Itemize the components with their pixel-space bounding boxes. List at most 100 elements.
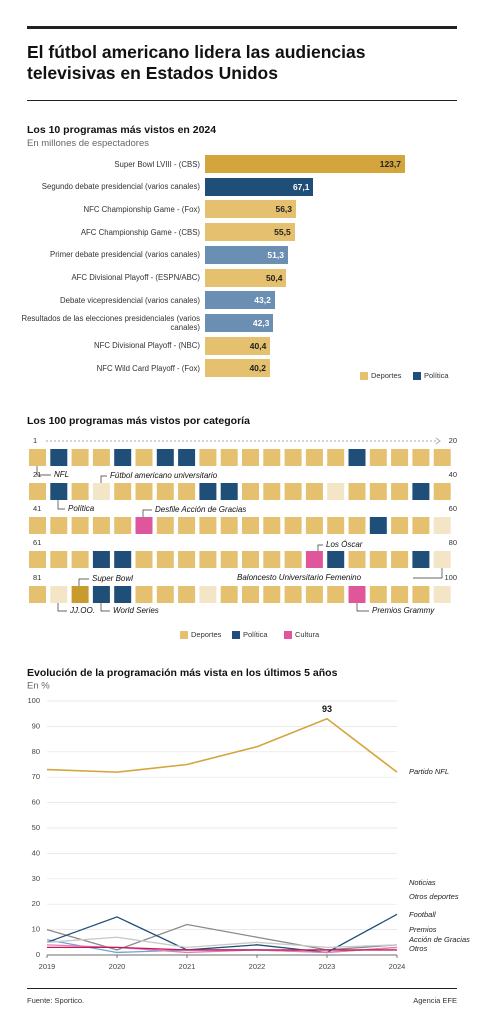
waffle-cell xyxy=(29,449,46,466)
bar xyxy=(205,313,274,332)
waffle-cell xyxy=(305,551,323,568)
waffle-cell xyxy=(327,449,345,466)
annotation: JJ.OO. xyxy=(69,606,95,615)
x-tick-label: 2023 xyxy=(319,962,336,971)
waffle-cell xyxy=(156,449,174,466)
value-label: 43,2 xyxy=(254,295,271,306)
waffle-cell xyxy=(114,449,132,466)
waffle-cell xyxy=(284,517,302,534)
bar xyxy=(205,359,270,378)
waffle-cell xyxy=(284,551,302,568)
legend-swatch xyxy=(180,631,188,639)
bar xyxy=(205,268,287,287)
value-label: 56,3 xyxy=(275,204,293,215)
waffle-cell xyxy=(220,586,238,603)
legend-swatch xyxy=(360,372,368,380)
waffle-cell xyxy=(391,517,409,534)
x-tick-label: 2020 xyxy=(109,962,126,971)
y-tick-label: 10 xyxy=(32,925,40,934)
series-label: Acción de Gracias xyxy=(408,935,470,944)
waffle-cell xyxy=(114,586,132,603)
annotation-line xyxy=(78,578,89,586)
waffle-cell xyxy=(71,517,89,534)
bar-label: AFC Championship Game - (CBS) xyxy=(80,227,200,237)
waffle-cell xyxy=(178,517,196,534)
annotation-line xyxy=(57,500,65,510)
legend-label: Deportes xyxy=(191,630,222,639)
y-tick-label: 90 xyxy=(32,721,40,730)
waffle-cell xyxy=(348,483,366,500)
waffle-cell xyxy=(220,449,238,466)
value-label: 42,3 xyxy=(252,317,270,328)
annotation: Desfile Acción de Gracias xyxy=(155,505,246,514)
annotation-line xyxy=(356,603,369,612)
waffle-cell xyxy=(263,517,281,534)
waffle-cell xyxy=(135,551,153,568)
annotation-line xyxy=(100,475,107,483)
waffle-cell xyxy=(305,483,323,500)
annotation-line xyxy=(413,568,443,579)
legend-label: Política xyxy=(243,630,268,639)
waffle-cell xyxy=(433,449,451,466)
annotation: World Series xyxy=(113,606,159,615)
waffle-cell xyxy=(369,586,387,603)
rule xyxy=(27,100,457,101)
page-title: El fútbol americano lidera las audiencia… xyxy=(27,42,366,83)
waffle-cell xyxy=(369,551,387,568)
waffle-cell xyxy=(327,483,345,500)
waffle-cell xyxy=(412,449,430,466)
waffle-cell xyxy=(199,483,217,500)
row-end-label: 100 xyxy=(444,573,457,582)
waffle-cell xyxy=(391,449,409,466)
waffle-cell xyxy=(71,449,89,466)
waffle-cell xyxy=(199,586,217,603)
legend-label: Cultura xyxy=(295,630,320,639)
waffle-cell xyxy=(135,517,153,534)
row-end-label: 20 xyxy=(449,436,457,445)
bar-label: AFC Divisional Playoff - (ESPN/ABC) xyxy=(71,273,200,282)
waffle-cell xyxy=(220,551,238,568)
chart-title: Evolución de la programación más vista e… xyxy=(27,667,338,679)
waffle-cell xyxy=(29,517,46,534)
annotation: Los Óscar xyxy=(326,540,363,549)
waffle-cell xyxy=(412,483,430,500)
y-tick-label: 100 xyxy=(27,696,40,705)
line xyxy=(46,936,398,949)
waffle-cell xyxy=(156,517,174,534)
x-tick-label: 2022 xyxy=(249,962,266,971)
bar xyxy=(205,291,275,310)
waffle-cell xyxy=(92,517,110,534)
waffle-cell xyxy=(92,449,110,466)
waffle-cell xyxy=(29,551,46,568)
annotation-line xyxy=(57,603,67,612)
bar-label: NFC Championship Game - (Fox) xyxy=(83,204,200,214)
waffle-cell xyxy=(114,483,132,500)
waffle-cell xyxy=(50,483,68,500)
bar-label: NFC Divisional Playoff - (NBC) xyxy=(93,341,200,351)
annotation: Fútbol americano universitario xyxy=(110,471,218,480)
legend-swatch xyxy=(413,372,421,380)
waffle-cell xyxy=(433,586,451,603)
legend-swatch xyxy=(232,631,240,639)
chart-title: Los 10 programas más vistos en 2024 xyxy=(27,124,217,136)
value-label: 67,1 xyxy=(292,181,310,192)
waffle-cell xyxy=(263,483,281,500)
y-tick-label: 50 xyxy=(32,823,40,832)
bar-label: Super Bowl LVIII - (CBS) xyxy=(114,159,200,169)
waffle-cell xyxy=(178,586,196,603)
waffle-cell xyxy=(50,449,68,466)
value-label: 93 xyxy=(322,704,332,714)
waffle-cell xyxy=(327,586,345,603)
waffle-cell xyxy=(178,449,196,466)
waffle-cell xyxy=(242,586,259,603)
waffle-cell xyxy=(199,551,217,568)
waffle-cell xyxy=(71,551,89,568)
waffle-cell xyxy=(369,483,387,500)
waffle-cell xyxy=(178,551,196,568)
row-start-label: 61 xyxy=(33,538,41,547)
row-start-label: 1 xyxy=(33,436,37,445)
line xyxy=(46,913,398,954)
top-rule xyxy=(27,26,457,29)
waffle-cell xyxy=(156,483,174,500)
series-label: Otros deportes xyxy=(409,892,459,901)
